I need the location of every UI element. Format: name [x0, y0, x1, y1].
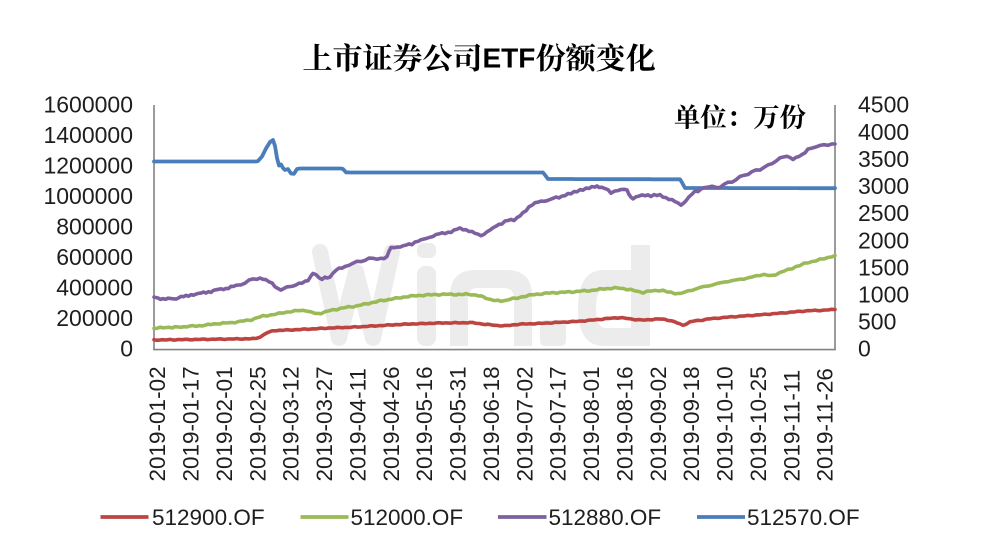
- svg-text:400000: 400000: [56, 275, 133, 301]
- svg-text:2019-05-31: 2019-05-31: [446, 366, 471, 481]
- svg-text:512880.OF: 512880.OF: [549, 505, 662, 530]
- svg-text:2019-10-10: 2019-10-10: [713, 366, 738, 481]
- svg-text:2019-03-27: 2019-03-27: [312, 366, 337, 481]
- svg-text:2019-02-01: 2019-02-01: [212, 366, 237, 481]
- svg-text:2019-09-02: 2019-09-02: [646, 366, 671, 481]
- svg-text:4500: 4500: [858, 92, 909, 118]
- svg-text:2019-07-17: 2019-07-17: [546, 366, 571, 481]
- svg-text:2019-07-02: 2019-07-02: [512, 366, 537, 481]
- svg-text:2019-11-26: 2019-11-26: [813, 368, 838, 481]
- svg-text:2019-01-02: 2019-01-02: [145, 366, 170, 481]
- svg-text:2019-04-26: 2019-04-26: [379, 366, 404, 481]
- svg-text:800000: 800000: [56, 214, 133, 240]
- svg-text:2019-05-16: 2019-05-16: [412, 366, 437, 481]
- svg-text:2019-10-25: 2019-10-25: [746, 366, 771, 481]
- svg-text:3000: 3000: [858, 173, 909, 199]
- svg-text:2000: 2000: [858, 227, 909, 253]
- svg-text:512900.OF: 512900.OF: [152, 505, 265, 530]
- svg-text:1200000: 1200000: [43, 153, 133, 179]
- svg-text:512000.OF: 512000.OF: [351, 505, 464, 530]
- svg-text:2019-06-18: 2019-06-18: [479, 366, 504, 481]
- svg-text:1000: 1000: [858, 282, 909, 308]
- svg-text:2019-09-18: 2019-09-18: [679, 366, 704, 481]
- svg-text:200000: 200000: [56, 305, 133, 331]
- svg-text:1400000: 1400000: [43, 122, 133, 148]
- svg-text:512570.OF: 512570.OF: [747, 505, 860, 530]
- svg-text:2019-02-25: 2019-02-25: [245, 366, 270, 481]
- svg-text:3500: 3500: [858, 146, 909, 172]
- svg-text:1500: 1500: [858, 254, 909, 280]
- svg-text:0: 0: [858, 336, 871, 362]
- svg-text:2019-01-17: 2019-01-17: [179, 366, 204, 481]
- svg-text:2019-04-11: 2019-04-11: [345, 368, 370, 481]
- svg-text:600000: 600000: [56, 244, 133, 270]
- svg-text:1000000: 1000000: [43, 183, 133, 209]
- svg-text:2019-11-11: 2019-11-11: [779, 370, 804, 482]
- svg-text:2019-03-12: 2019-03-12: [279, 366, 304, 481]
- svg-text:2500: 2500: [858, 200, 909, 226]
- svg-text:2019-08-01: 2019-08-01: [579, 366, 604, 481]
- svg-text:4000: 4000: [858, 119, 909, 145]
- svg-text:ETF: ETF: [483, 43, 536, 74]
- svg-text:1600000: 1600000: [43, 92, 133, 118]
- svg-text:0: 0: [120, 336, 133, 362]
- svg-text:2019-08-16: 2019-08-16: [613, 366, 638, 481]
- svg-text:500: 500: [858, 309, 896, 335]
